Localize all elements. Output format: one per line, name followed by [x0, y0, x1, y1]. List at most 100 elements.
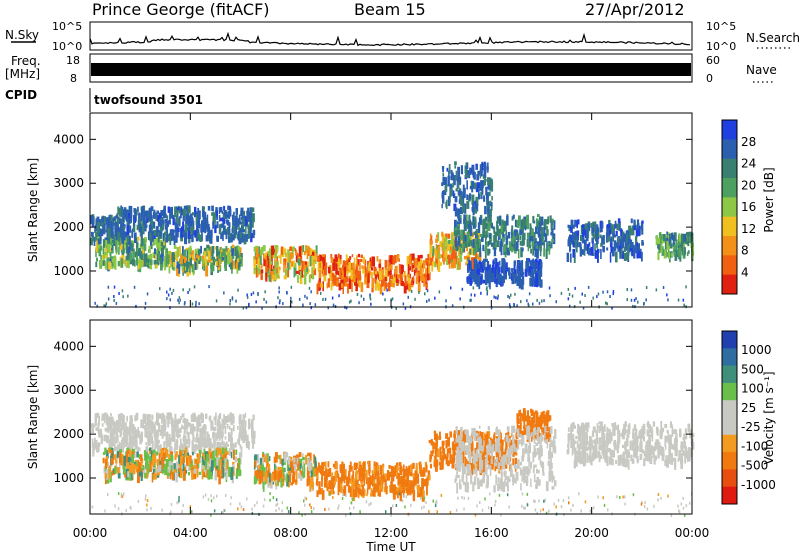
velocity-cell: [212, 426, 215, 431]
power-cell: [247, 207, 250, 213]
power-cell: [442, 241, 446, 252]
power-cell: [348, 278, 352, 289]
power-cell: [483, 167, 486, 176]
velocity-cell: [259, 457, 262, 465]
power-cell: [337, 281, 339, 285]
velocity-cell: [178, 454, 180, 465]
power-cell: [329, 276, 332, 280]
power-cell: [658, 242, 661, 250]
velocity-cell: [415, 463, 418, 472]
power-cell: [295, 249, 298, 256]
velocity-cell: [230, 472, 234, 480]
power-cell: [231, 246, 234, 250]
power-cell: [255, 255, 258, 264]
power-cell: [343, 266, 347, 278]
power-cell: [392, 282, 395, 288]
power-cell: [501, 275, 504, 287]
velocity-cell: [404, 479, 408, 487]
velocity-cell: [484, 440, 486, 451]
velocity-cell: [290, 456, 293, 462]
velocity-cell: [175, 430, 179, 437]
velocity-cell: [163, 427, 166, 437]
velocity-cell: [198, 471, 202, 475]
velocity-cell: [392, 489, 395, 495]
velocity-cell: [434, 445, 438, 452]
velocity-cell: [328, 468, 332, 477]
power-cell: [128, 255, 132, 261]
power-cell: [485, 258, 488, 262]
power-cell: [593, 221, 597, 233]
power-cell: [357, 253, 360, 258]
velocity-cell: [183, 447, 186, 452]
power-cell: [95, 218, 97, 228]
velocity-cell: [213, 442, 216, 446]
velocity-cell: [186, 456, 189, 467]
power-cell: [475, 259, 478, 271]
power-cell: [192, 266, 195, 276]
power-cell: [641, 252, 643, 262]
power-cell: [529, 223, 532, 227]
velocity-cell: [360, 467, 364, 478]
velocity-cell: [91, 438, 94, 448]
velocity-cell: [388, 465, 391, 469]
velocity-cell: [102, 451, 106, 456]
power-cell: [290, 261, 293, 267]
power-cell: [182, 229, 185, 238]
velocity-cell: [124, 472, 127, 478]
power-speckle: [480, 291, 482, 295]
power-cell: [516, 276, 520, 286]
power-cell: [126, 254, 130, 260]
power-cell: [240, 207, 244, 216]
power-speckle: [363, 297, 365, 301]
power-cell: [152, 211, 156, 219]
power-speckle: [229, 302, 231, 306]
power-cell: [571, 234, 575, 244]
power-cell: [158, 231, 162, 237]
velocity-cell: [110, 458, 114, 465]
power-cell: [306, 267, 309, 272]
power-cell: [597, 228, 600, 238]
power-cell: [102, 239, 105, 249]
power-cell: [313, 259, 317, 264]
power-cell: [370, 267, 374, 271]
power-cell: [468, 232, 472, 244]
power-cell: [441, 192, 444, 199]
velocity-cell: [225, 447, 228, 452]
power-cell: [260, 269, 264, 274]
power-cell: [673, 251, 676, 257]
power-cell: [192, 227, 195, 234]
power-cell: [453, 227, 457, 237]
power-cell: [128, 235, 131, 245]
power-cell: [260, 247, 264, 255]
power-cell: [117, 206, 120, 215]
power-cell: [170, 260, 174, 268]
velocity-cell: [123, 429, 125, 438]
power-cell: [505, 235, 509, 245]
power-cell: [586, 228, 588, 238]
power-cell: [163, 240, 165, 246]
power-speckle: [264, 290, 266, 294]
velocity-cell: [334, 471, 338, 482]
velocity-cell: [294, 463, 297, 471]
power-cell: [345, 260, 347, 269]
velocity-cell: [108, 470, 111, 479]
power-cell: [392, 255, 396, 265]
power-speckle: [391, 297, 394, 301]
velocity-cell: [93, 424, 96, 428]
power-cell: [479, 164, 482, 174]
velocity-cell: [203, 449, 206, 455]
power-cell: [457, 257, 460, 263]
power-cell: [177, 263, 181, 274]
power-speckle: [567, 297, 570, 301]
velocity-cell: [103, 435, 106, 439]
velocity-cell: [298, 461, 301, 466]
power-cell: [129, 206, 133, 217]
power-cell: [456, 255, 459, 260]
power-cell: [487, 248, 490, 256]
velocity-cell: [307, 470, 310, 482]
power-cell: [539, 216, 541, 223]
velocity-cell: [333, 480, 336, 486]
velocity-cell: [290, 461, 293, 471]
velocity-cell: [412, 462, 415, 469]
power-cell: [253, 246, 256, 252]
